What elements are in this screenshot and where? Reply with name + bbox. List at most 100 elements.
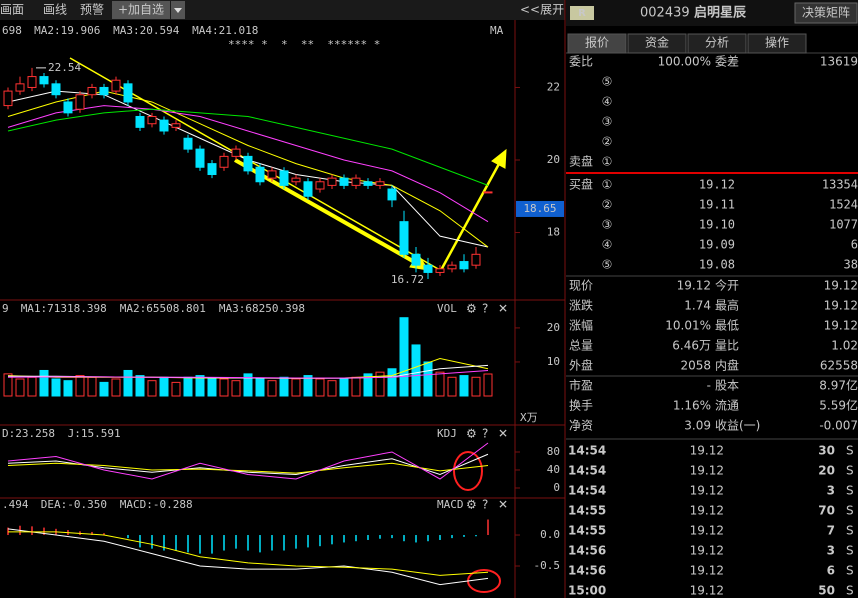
level: ④ (602, 95, 613, 109)
volume-bar (135, 375, 145, 397)
indicator-line (7, 108, 489, 186)
indicator-line (7, 528, 489, 586)
tab[interactable] (747, 33, 807, 54)
value: - (707, 379, 711, 393)
volume-bar (459, 375, 469, 397)
value: 62558 (820, 359, 858, 373)
volume-bar (159, 376, 169, 397)
level: ② (602, 135, 613, 149)
label: 今开 (715, 278, 739, 293)
tick-price: 19.12 (690, 524, 724, 538)
volume-bar (195, 375, 205, 397)
tick-side: S (846, 584, 854, 598)
tab-label[interactable]: 资金 (645, 35, 669, 50)
label: 市盈 (569, 378, 593, 393)
label: 内盘 (715, 358, 739, 373)
level: ⑤ (602, 258, 613, 272)
y-tick-label: 18 (547, 226, 560, 239)
tick-price: 19.12 (690, 544, 724, 558)
panel-control[interactable]: ⚙ (466, 302, 477, 316)
candle-body (279, 170, 289, 186)
panel-header: 698 (2, 24, 22, 37)
matrix-button[interactable] (794, 2, 858, 24)
panel-header: J:15.591 (68, 427, 121, 440)
volume-bar (399, 317, 409, 397)
value: 8.97亿 (819, 378, 858, 393)
tab-label[interactable]: 分析 (705, 36, 729, 50)
y-tick-label: 20 (547, 321, 560, 334)
panel-header: MA2:19.906 (34, 24, 100, 37)
label: 量比 (715, 339, 739, 353)
candle-body (195, 148, 205, 168)
value: 5.59亿 (819, 398, 858, 413)
indicator-line (7, 369, 489, 379)
candle-body (255, 166, 265, 183)
tab[interactable] (627, 33, 687, 54)
tick-price: 19.12 (690, 504, 724, 518)
tab-label[interactable]: 报价 (585, 35, 609, 50)
panel-control[interactable]: ? (482, 302, 488, 316)
value: 19.12 (677, 279, 711, 293)
panel-control[interactable]: ✕ (498, 498, 508, 512)
label: 买盘 (569, 177, 593, 192)
level: ① (602, 178, 613, 192)
tab[interactable] (567, 33, 627, 54)
panel-header: MA3:68250.398 (219, 302, 305, 315)
candle-body (219, 155, 229, 168)
bid-volume: 38 (844, 258, 858, 272)
value: 100.00% (658, 55, 711, 69)
volume-bar (315, 378, 325, 397)
panel-control[interactable]: ? (482, 498, 488, 512)
volume-bar (3, 373, 13, 397)
y-tick-label: 20 (547, 153, 560, 166)
label: 外盘 (569, 358, 593, 373)
label: 净资 (569, 419, 593, 433)
candle-body (147, 115, 157, 125)
y-tick-label: 80 (547, 445, 560, 458)
expand-button[interactable]: <<展开 (520, 3, 564, 17)
stock-code: 002439 (640, 6, 690, 21)
label: 委差 (715, 55, 739, 69)
tick-volume: 70 (818, 504, 835, 518)
panel-control[interactable]: ✕ (498, 427, 508, 441)
candle-body (303, 181, 313, 197)
indicator-line (7, 462, 489, 474)
indicator-line (8, 531, 489, 576)
label: 股本 (715, 379, 739, 393)
panel-control[interactable]: ✕ (498, 302, 508, 316)
tick-time: 14:55 (568, 524, 606, 538)
indicator-line (7, 442, 489, 480)
panel-control[interactable]: ⚙ (466, 427, 477, 441)
panel-control[interactable]: ? (482, 427, 488, 441)
panel-control[interactable]: ⚙ (466, 498, 477, 512)
panel-header: .494 (2, 498, 29, 511)
panel-name: KDJ (437, 427, 457, 440)
bid-volume: 13354 (822, 178, 858, 192)
trend-arrow (438, 161, 502, 273)
panel-header: MA4:21.018 (192, 24, 258, 37)
value: 19.12 (824, 319, 858, 333)
toolbar-item[interactable]: +加自选 (118, 3, 164, 17)
volume-bar (339, 378, 349, 397)
volume-bar (39, 369, 49, 397)
bid-price: 19.12 (699, 178, 735, 192)
tick-volume: 3 (827, 544, 835, 558)
tab-label[interactable]: 操作 (765, 35, 789, 50)
tick-side: S (846, 484, 854, 498)
volume-bar (303, 375, 313, 397)
y-tick-label: 40 (547, 463, 560, 476)
volume-bar (219, 378, 229, 397)
matrix-label[interactable]: 决策矩阵 (802, 6, 850, 20)
label: 现价 (569, 279, 593, 293)
tick-volume: 7 (827, 524, 835, 538)
trend-arrow (234, 158, 419, 266)
tick-side: S (846, 564, 854, 578)
candle-body (387, 188, 397, 201)
tab[interactable] (687, 33, 747, 54)
candle-body (243, 155, 253, 172)
label: 换手 (569, 399, 593, 413)
value: 1.16% (673, 399, 711, 413)
bid-price: 19.09 (699, 238, 735, 252)
panel-header: MACD:-0.288 (120, 498, 193, 511)
